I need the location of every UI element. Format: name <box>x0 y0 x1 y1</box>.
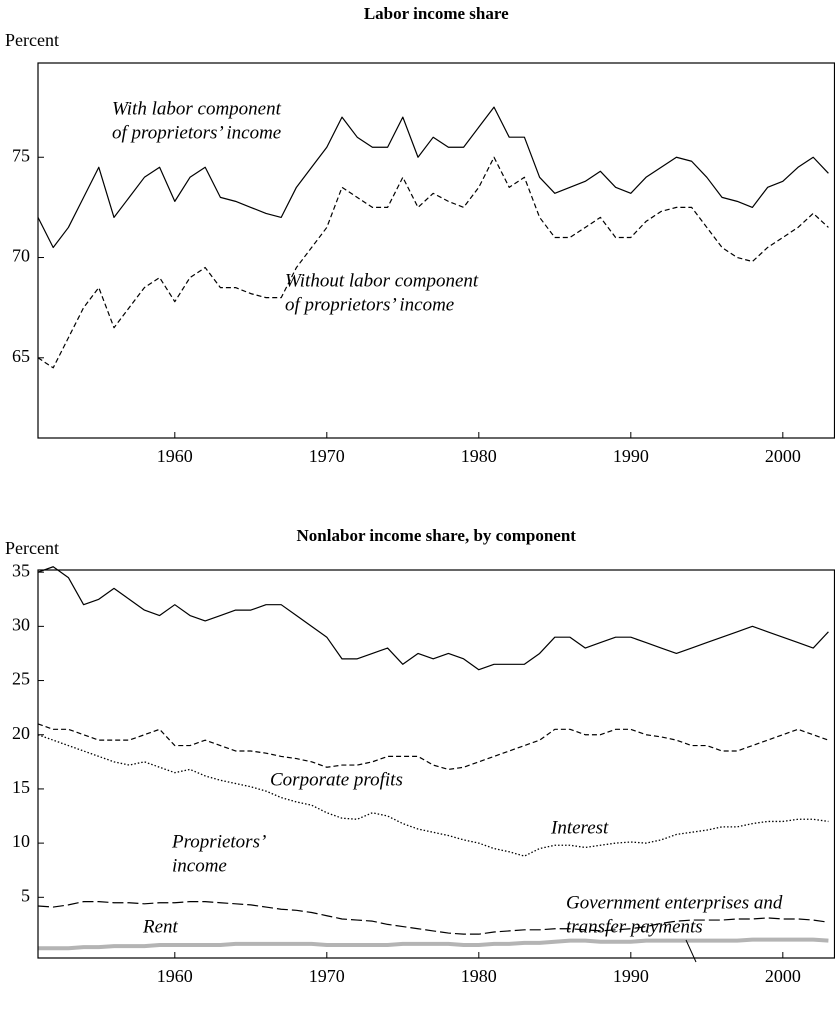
y-tick-label: 30 <box>12 614 30 634</box>
chart-title: Nonlabor income share, by component <box>297 526 577 545</box>
y-axis-label: Percent <box>5 538 59 558</box>
series-label: Interest <box>550 817 609 838</box>
series-label: Proprietors’ <box>171 831 266 852</box>
series-line <box>37 723 829 771</box>
y-tick-label: 35 <box>12 560 30 580</box>
series-line <box>37 566 829 671</box>
series-label: of proprietors’ income <box>112 122 281 143</box>
y-tick-label: 15 <box>12 777 30 797</box>
y-tick-label: 65 <box>12 346 30 366</box>
series-label: Without labor component <box>285 270 479 291</box>
series-label: of proprietors’ income <box>285 294 454 315</box>
series-label: Corporate profits <box>270 769 403 790</box>
x-tick-label: 1980 <box>461 446 497 466</box>
series-line <box>37 156 829 369</box>
series-line <box>37 901 829 935</box>
series-label: transfer payments <box>566 916 703 937</box>
y-tick-label: 75 <box>12 145 30 165</box>
x-tick-label: 1990 <box>613 446 649 466</box>
x-tick-label: 2000 <box>765 446 801 466</box>
x-tick-label: 1960 <box>157 446 193 466</box>
x-tick-label: 1970 <box>309 446 345 466</box>
series-label: With labor component <box>112 98 282 119</box>
series-label: Rent <box>142 916 179 937</box>
y-tick-label: 10 <box>12 831 30 851</box>
y-tick-label: 20 <box>12 723 30 743</box>
series-label: income <box>172 855 227 876</box>
y-axis-label: Percent <box>5 30 59 50</box>
series-line <box>38 937 829 951</box>
y-tick-label: 25 <box>12 669 30 689</box>
x-tick-label: 1970 <box>309 966 345 986</box>
x-tick-label: 2000 <box>765 966 801 986</box>
leader-line <box>685 939 697 963</box>
x-tick-label: 1980 <box>461 966 497 986</box>
series-label: Government enterprises and <box>566 892 783 913</box>
x-tick-label: 1960 <box>157 966 193 986</box>
x-tick-label: 1990 <box>613 966 649 986</box>
y-tick-label: 5 <box>21 885 30 905</box>
series-line <box>37 106 829 249</box>
y-tick-label: 70 <box>12 246 30 266</box>
series-line <box>37 734 829 857</box>
chart-title: Labor income share <box>364 4 509 23</box>
